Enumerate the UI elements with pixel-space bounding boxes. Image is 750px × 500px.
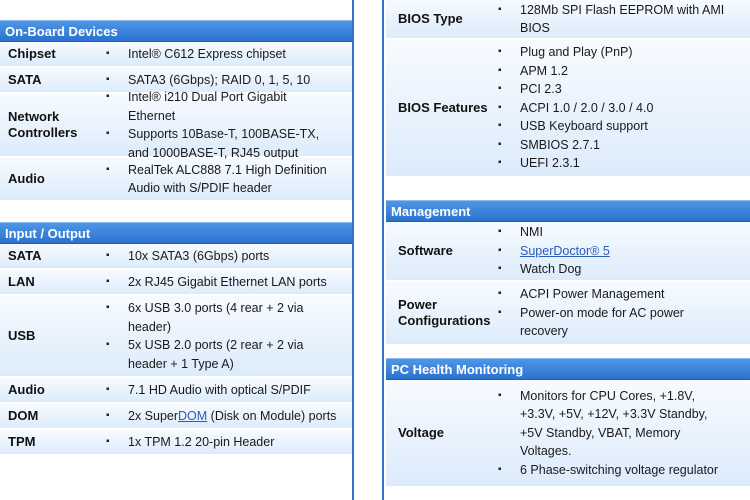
audio-label: Audio <box>8 171 45 186</box>
network-controllers-row: Network Controllers Intel® i210 Dual Por… <box>0 88 352 160</box>
section-gap <box>386 346 750 358</box>
sata-label: SATA <box>8 72 42 87</box>
bios-type-item: 128Mb SPI Flash EEPROM with AMI BIOS <box>498 1 733 38</box>
section-gap <box>386 178 750 200</box>
power-configurations-row: Power Configurations ACPI Power Manageme… <box>386 282 750 346</box>
chipset-label: Chipset <box>8 46 56 61</box>
io-sata-label: SATA <box>8 248 42 263</box>
usb-item: 6x USB 3.0 ports (4 rear + 2 via header) <box>106 299 321 336</box>
power-item: ACPI Power Management <box>498 285 713 304</box>
dom-item-post: (Disk on Module) ports <box>207 408 337 423</box>
right-divider-line <box>382 0 384 500</box>
dom-list: 2x SuperDOM (Disk on Module) ports <box>106 407 336 426</box>
usb-list: 6x USB 3.0 ports (4 rear + 2 via header)… <box>106 299 321 373</box>
sata-list: SATA3 (6Gbps); RAID 0, 1, 5, 10 <box>106 71 310 90</box>
bios-type-list: 128Mb SPI Flash EEPROM with AMI BIOS <box>498 1 733 38</box>
bios-feature-item: APM 1.2 <box>498 62 653 81</box>
lan-item: 2x RJ45 Gigabit Ethernet LAN ports <box>106 273 327 292</box>
input-output-header: Input / Output <box>0 222 352 244</box>
bios-type-row: BIOS Type 128Mb SPI Flash EEPROM with AM… <box>386 0 750 40</box>
power-configurations-label: Power Configurations <box>386 297 498 329</box>
io-audio-item: 7.1 HD Audio with optical S/PDIF <box>106 381 311 400</box>
io-sata-item: 10x SATA3 (6Gbps) ports <box>106 247 269 266</box>
usb-label: USB <box>8 328 36 343</box>
voltage-item: 6 Phase-switching voltage regulator <box>498 461 723 480</box>
bios-feature-item: SMBIOS 2.7.1 <box>498 136 653 155</box>
left-divider-line <box>352 0 354 500</box>
power-item: Power-on mode for AC power recovery <box>498 304 713 341</box>
lan-label: LAN <box>8 274 35 289</box>
dom-item-pre: 2x Super <box>128 408 179 423</box>
network-item: Intel® i210 Dual Port Gigabit Ethernet <box>106 88 336 125</box>
audio-list: RealTek ALC888 7.1 High Definition Audio… <box>106 161 336 198</box>
audio-item: RealTek ALC888 7.1 High Definition Audio… <box>106 161 336 198</box>
tpm-label: TPM <box>8 434 36 449</box>
bios-feature-item: USB Keyboard support <box>498 117 653 136</box>
bios-features-label: BIOS Features <box>398 100 488 115</box>
right-spec-column: BIOS Type 128Mb SPI Flash EEPROM with AM… <box>386 0 750 488</box>
management-header: Management <box>386 200 750 222</box>
superdoctor-link[interactable]: SuperDoctor® 5 <box>520 243 610 258</box>
pc-health-monitoring-header: PC Health Monitoring <box>386 358 750 380</box>
io-audio-label: Audio <box>8 382 45 397</box>
usb-row: USB 6x USB 3.0 ports (4 rear + 2 via hea… <box>0 296 352 378</box>
io-sata-row: SATA 10x SATA3 (6Gbps) ports <box>0 244 352 270</box>
top-gap <box>0 0 352 20</box>
left-spec-column: On-Board Devices Chipset Intel® C612 Exp… <box>0 0 352 456</box>
power-label-line2: Configurations <box>398 313 491 328</box>
voltage-list: Monitors for CPU Cores, +1.8V, +3.3V, +5… <box>498 387 723 480</box>
io-audio-list: 7.1 HD Audio with optical S/PDIF <box>106 381 311 400</box>
network-controllers-label: Network Controllers <box>0 109 106 141</box>
bios-features-list: Plug and Play (PnP) APM 1.2 PCI 2.3 ACPI… <box>498 43 653 173</box>
software-item-superdoctor: SuperDoctor® 5 <box>498 242 610 261</box>
tpm-list: 1x TPM 1.2 20-pin Header <box>106 433 274 452</box>
bios-feature-item: PCI 2.3 <box>498 80 653 99</box>
superdom-link[interactable]: DOM <box>178 408 208 423</box>
software-row: Software NMI SuperDoctor® 5 Watch Dog <box>386 222 750 282</box>
voltage-label: Voltage <box>398 425 444 440</box>
network-label-line1: Network <box>8 109 60 124</box>
software-list: NMI SuperDoctor® 5 Watch Dog <box>498 223 610 279</box>
software-item-watchdog: Watch Dog <box>498 260 610 279</box>
dom-item: 2x SuperDOM (Disk on Module) ports <box>106 407 336 426</box>
dom-row: DOM 2x SuperDOM (Disk on Module) ports <box>0 404 352 430</box>
section-gap <box>0 202 352 222</box>
bios-feature-item: ACPI 1.0 / 2.0 / 3.0 / 4.0 <box>498 99 653 118</box>
bios-feature-item: Plug and Play (PnP) <box>498 43 653 62</box>
network-label-line2: Controllers <box>8 125 78 140</box>
software-item-nmi: NMI <box>498 223 610 242</box>
io-audio-row: Audio 7.1 HD Audio with optical S/PDIF <box>0 378 352 404</box>
chipset-list: Intel® C612 Express chipset <box>106 45 286 64</box>
power-list: ACPI Power Management Power-on mode for … <box>498 285 713 341</box>
tpm-item: 1x TPM 1.2 20-pin Header <box>106 433 274 452</box>
io-sata-list: 10x SATA3 (6Gbps) ports <box>106 247 269 266</box>
chipset-row: Chipset Intel® C612 Express chipset <box>0 42 352 68</box>
network-item: Supports 10Base-T, 100BASE-TX, and 1000B… <box>106 125 336 162</box>
network-list: Intel® i210 Dual Port Gigabit Ethernet S… <box>106 88 336 162</box>
audio-row: Audio RealTek ALC888 7.1 High Definition… <box>0 158 352 202</box>
onboard-devices-header: On-Board Devices <box>0 20 352 42</box>
bios-features-row: BIOS Features Plug and Play (PnP) APM 1.… <box>386 40 750 178</box>
dom-label: DOM <box>8 408 39 423</box>
sata-item: SATA3 (6Gbps); RAID 0, 1, 5, 10 <box>106 71 310 90</box>
voltage-item: Monitors for CPU Cores, +1.8V, +3.3V, +5… <box>498 387 723 461</box>
chipset-item: Intel® C612 Express chipset <box>106 45 286 64</box>
bios-feature-item: UEFI 2.3.1 <box>498 154 653 173</box>
tpm-row: TPM 1x TPM 1.2 20-pin Header <box>0 430 352 456</box>
software-label: Software <box>398 243 453 258</box>
power-label-line1: Power <box>398 297 438 312</box>
bios-type-label: BIOS Type <box>398 11 463 26</box>
lan-row: LAN 2x RJ45 Gigabit Ethernet LAN ports <box>0 270 352 296</box>
lan-list: 2x RJ45 Gigabit Ethernet LAN ports <box>106 273 327 292</box>
voltage-row: Voltage Monitors for CPU Cores, +1.8V, +… <box>386 380 750 488</box>
usb-item: 5x USB 2.0 ports (2 rear + 2 via header … <box>106 336 321 373</box>
